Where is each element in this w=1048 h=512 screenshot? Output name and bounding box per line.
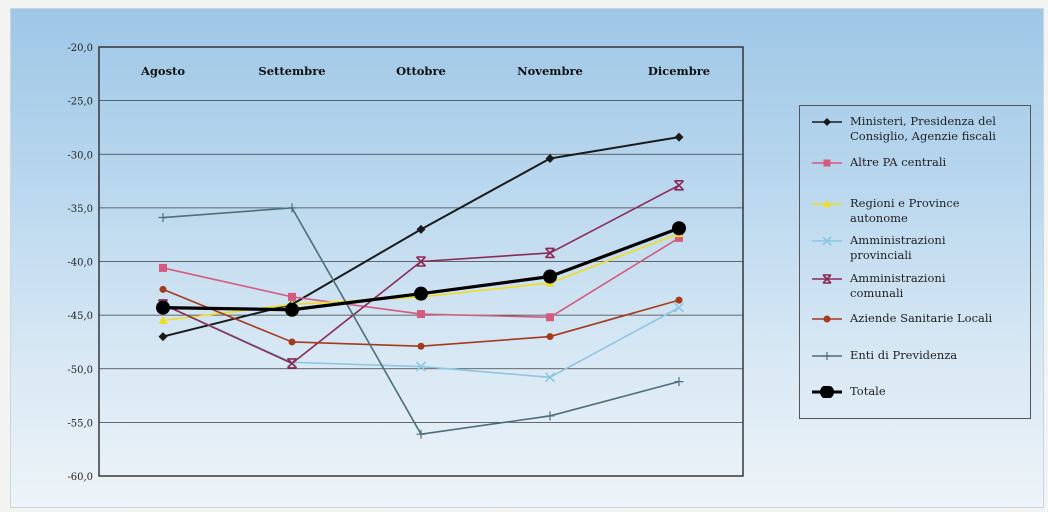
legend-label: Totale	[850, 384, 1028, 399]
x-category-label: Novembre	[517, 64, 583, 78]
chart-figure: -20,0 -25,0 -30,0 -35,0 -40,0 -45,0 -50,0 -55,0…	[10, 8, 1044, 508]
legend-swatch	[812, 236, 842, 246]
legend-label: Aziende Sanitarie Locali	[850, 311, 1028, 326]
data-point	[158, 213, 168, 223]
legend-label-line: autonome	[850, 211, 908, 225]
series-line	[162, 136, 680, 338]
data-point	[416, 429, 426, 439]
data-point	[543, 269, 557, 284]
data-point	[156, 300, 170, 315]
legend-label: Ministeri, Presidenza del Consiglio, Agen…	[850, 114, 1028, 144]
legend-label-line: Consiglio, Agenzie fiscali	[850, 129, 996, 143]
legend-swatch	[812, 274, 842, 284]
series-4	[157, 180, 685, 369]
legend-swatch	[812, 159, 842, 167]
legend-label: Amministrazioni provinciali	[850, 233, 1028, 263]
data-point	[288, 292, 296, 301]
data-point	[286, 358, 298, 369]
legend-label-line: Totale	[850, 384, 886, 398]
data-point	[823, 159, 831, 167]
data-point	[674, 132, 684, 142]
data-point	[820, 386, 834, 398]
legend-label-line: Amministrazioni	[850, 233, 946, 247]
series-6	[158, 203, 684, 439]
legend-label-line: comunali	[850, 286, 904, 300]
y-tick-label: -60,0	[67, 472, 93, 483]
legend-swatch	[812, 352, 842, 360]
data-point	[823, 118, 831, 126]
x-category-label: Dicembre	[648, 64, 710, 78]
y-tick-label: -20,0	[67, 43, 93, 54]
series-1	[159, 233, 683, 322]
legend-label-line: Amministrazioni	[850, 271, 946, 285]
chart-legend: Ministeri, Presidenza del Consiglio, Agen…	[799, 105, 1031, 419]
data-point	[673, 302, 685, 313]
data-point	[545, 154, 555, 164]
data-point	[417, 342, 425, 350]
legend-swatch	[812, 386, 842, 398]
data-point	[158, 332, 168, 342]
data-point	[545, 411, 555, 421]
x-category-label: Settembre	[258, 64, 325, 78]
y-tick-label: -55,0	[67, 418, 93, 429]
data-point	[417, 310, 425, 319]
y-tick-label: -35,0	[67, 204, 93, 215]
y-tick-label: -45,0	[67, 311, 93, 322]
data-point	[546, 333, 554, 341]
legend-label-line: Regioni e Province	[850, 196, 960, 210]
legend-swatch	[812, 315, 842, 323]
data-point	[822, 236, 832, 246]
x-category-label: Agosto	[140, 64, 185, 78]
y-tick-label: -50,0	[67, 365, 93, 376]
series-0	[158, 132, 684, 342]
legend-label: Amministrazioni comunali	[850, 271, 1028, 301]
x-category-label: Ottobre	[396, 64, 446, 78]
y-tick-label: -30,0	[67, 150, 93, 161]
legend-swatch	[812, 200, 842, 207]
data-point	[415, 361, 427, 372]
data-point	[675, 233, 683, 242]
data-point	[159, 285, 167, 293]
data-point	[544, 247, 556, 259]
data-point	[288, 338, 296, 346]
data-point	[675, 296, 683, 304]
legend-label-line: provinciali	[850, 248, 912, 262]
series-line	[162, 237, 680, 319]
legend-label-line: Aziende Sanitarie Locali	[850, 311, 993, 325]
data-point	[415, 256, 427, 267]
legend-swatch	[812, 118, 842, 126]
data-point	[546, 313, 554, 322]
y-tick-label: -25,0	[67, 97, 93, 108]
data-point	[416, 224, 426, 234]
data-point	[544, 372, 556, 383]
line-chart: -20,0 -25,0 -30,0 -35,0 -40,0 -45,0 -50,0 -55,0…	[67, 43, 744, 483]
data-point	[287, 203, 297, 213]
legend-label-line: Altre PA centrali	[850, 155, 947, 169]
data-point	[672, 221, 686, 236]
data-point	[823, 352, 831, 360]
legend-label-line: Enti di Previdenza	[850, 348, 958, 362]
y-tick-label: -40,0	[67, 258, 93, 269]
series-7	[156, 221, 686, 317]
data-point	[158, 315, 168, 324]
data-point	[822, 274, 832, 284]
data-point	[673, 180, 685, 191]
data-point	[823, 200, 831, 207]
legend-label: Regioni e Province autonome	[850, 196, 1028, 226]
data-point	[823, 315, 831, 323]
data-point	[414, 286, 428, 301]
data-point	[674, 377, 684, 387]
legend-label: Altre PA centrali	[850, 155, 1028, 170]
series-5	[159, 285, 683, 350]
data-point	[159, 263, 167, 272]
legend-label: Enti di Previdenza	[850, 348, 1028, 363]
legend-label-line: Ministeri, Presidenza del	[850, 114, 996, 128]
data-point	[285, 302, 299, 317]
